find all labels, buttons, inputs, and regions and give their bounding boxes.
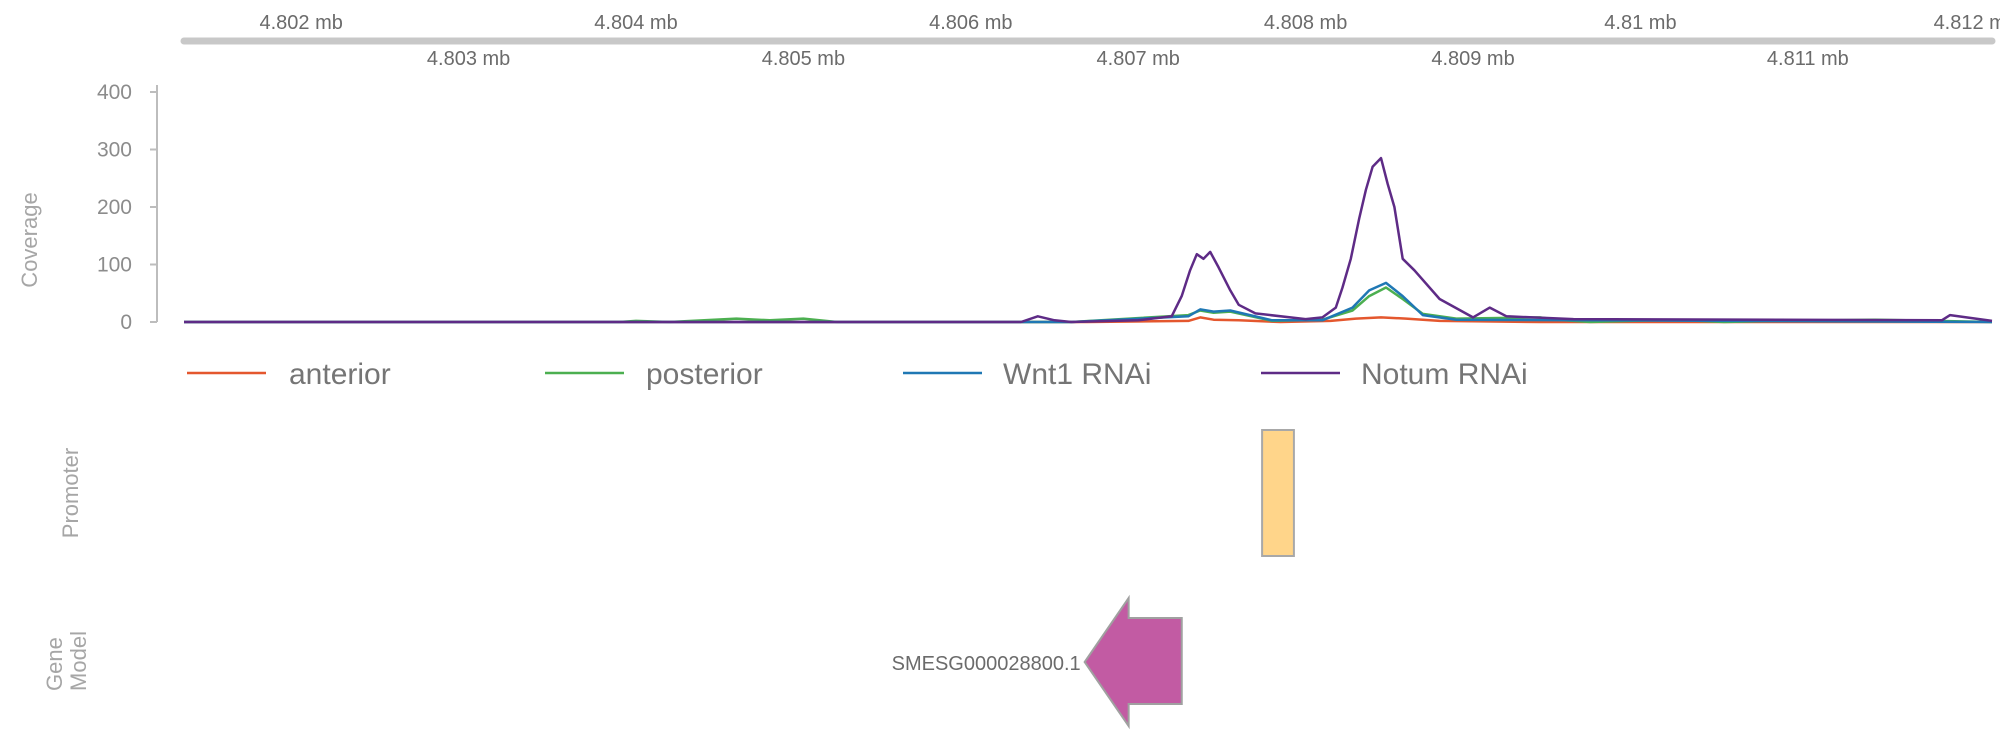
coverage-y-tick-label: 300 <box>97 139 132 162</box>
legend-item-notum-rnai: Notum RNAi <box>1261 358 1528 391</box>
gene-model-label-line-1: Gene <box>42 637 67 691</box>
legend-item-wnt1-rnai: Wnt1 RNAi <box>903 358 1151 391</box>
gene-name-label: SMESG000028800.1 <box>892 653 1081 675</box>
coverage-track: Coverage 0 100 200 300 400 <box>17 81 1993 334</box>
genome-tick-label: 4.81 mb <box>1604 12 1676 34</box>
coverage-y-tick-label: 400 <box>97 81 132 104</box>
genome-axis: 4.802 mb 4.804 mb 4.806 mb 4.808 mb 4.81 mb 4… <box>180 12 2000 70</box>
promoter-track-label: Promoter <box>58 448 83 538</box>
promoter-region <box>1261 429 1295 557</box>
gene-arrow <box>1083 594 1183 730</box>
genome-tick-label: 4.802 mb <box>259 12 342 34</box>
genome-tick-label: 4.803 mb <box>427 48 510 70</box>
series-line-wnt1-rnai <box>184 281 1993 324</box>
coverage-y-tick-label: 0 <box>120 311 132 334</box>
gene-model-track-label: Gene Model <box>42 631 91 691</box>
genome-tick-label: 4.809 mb <box>1431 48 1514 70</box>
series-line-notum-rnai <box>184 156 1993 324</box>
legend-item-posterior: posterior <box>545 358 763 391</box>
genome-tick-label: 4.808 mb <box>1264 12 1347 34</box>
legend-label-wnt1-rnai: Wnt1 RNAi <box>1003 358 1151 391</box>
legend-item-anterior: anterior <box>187 358 391 391</box>
genome-tick-label: 4.805 mb <box>762 48 845 70</box>
genome-tick-label: 4.804 mb <box>594 12 677 34</box>
coverage-series <box>184 156 1993 324</box>
legend-label-posterior: posterior <box>646 358 763 391</box>
gene-model-label-line-2: Model <box>66 631 91 691</box>
legend: anterior posterior Wnt1 RNAi Notum RNAi <box>187 358 1528 391</box>
coverage-y-ticks: 0 100 200 300 400 <box>97 81 157 334</box>
coverage-y-tick-label: 100 <box>97 254 132 277</box>
coverage-axis-label: Coverage <box>17 192 42 287</box>
genome-tick-label: 4.811 mb <box>1767 48 1849 70</box>
promoter-track: Promoter <box>58 429 1295 557</box>
legend-label-notum-rnai: Notum RNAi <box>1361 358 1528 391</box>
genome-tick-label: 4.806 mb <box>929 12 1012 34</box>
gene-model-track: Gene Model SMESG000028800.1 <box>42 594 1183 730</box>
coverage-y-tick-label: 200 <box>97 196 132 219</box>
genome-tick-label: 4.812 mb <box>1934 12 2000 34</box>
genome-tick-label: 4.807 mb <box>1097 48 1180 70</box>
legend-label-anterior: anterior <box>289 358 391 391</box>
series-line-posterior <box>184 286 1993 324</box>
genome-ticks-lower: 4.803 mb 4.805 mb 4.807 mb 4.809 mb 4.811 mb <box>427 48 1849 70</box>
genome-ticks-upper: 4.802 mb 4.804 mb 4.806 mb 4.808 mb 4.81 mb 4… <box>259 12 2000 34</box>
